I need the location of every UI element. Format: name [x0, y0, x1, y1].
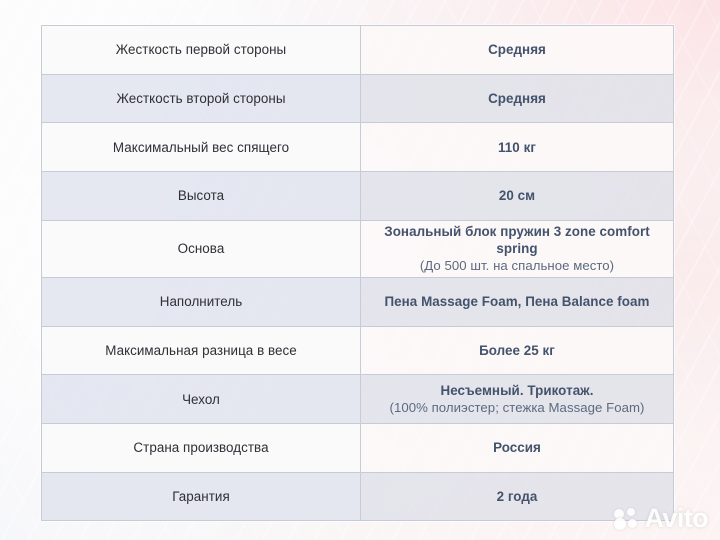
table-row: Жесткость первой стороны Средняя	[41, 25, 674, 75]
table-row: Основа Зональный блок пружин 3 zone comf…	[41, 219, 674, 278]
spec-value-note: (До 500 шт. на спальное место)	[419, 258, 615, 274]
table-row: Высота 20 см	[41, 171, 674, 221]
spec-label: Наполнитель	[41, 276, 361, 327]
spec-value-main: Россия	[493, 440, 541, 456]
spec-value-main: Пена Massage Foam, Пена Balance foam	[384, 294, 650, 310]
spec-value-main: 20 см	[498, 188, 536, 204]
specifications-table-body: Жесткость первой стороны Средняя Жесткос…	[41, 25, 674, 522]
spec-value: Зональный блок пружин 3 zone comfort spr…	[360, 219, 674, 278]
spec-label: Высота	[41, 171, 361, 221]
spec-label: Страна производства	[41, 423, 361, 473]
table-row: Страна производства Россия	[41, 423, 674, 473]
table-row: Наполнитель Пена Massage Foam, Пена Bala…	[41, 276, 674, 327]
spec-value-main: 2 года	[496, 488, 538, 504]
specifications-table: Жесткость первой стороны Средняя Жесткос…	[41, 25, 674, 522]
spec-value-main: Несъемный. Трикотаж.	[440, 382, 594, 398]
table-row: Гарантия 2 года	[41, 471, 674, 522]
spec-label: Чехол	[41, 374, 361, 425]
spec-value-main: Средняя	[488, 42, 546, 58]
table-row: Жесткость второй стороны Средняя	[41, 73, 674, 124]
table-row: Чехол Несъемный. Трикотаж. (100% полиэст…	[41, 374, 674, 425]
table-row: Максимальный вес спящего 110 кг	[41, 122, 674, 173]
spec-value: 110 кг	[360, 122, 674, 173]
spec-value: Средняя	[360, 25, 674, 75]
spec-value-main: Средняя	[488, 90, 546, 106]
spec-value: Россия	[360, 423, 674, 473]
spec-value: Более 25 кг	[360, 325, 674, 376]
spec-value: 20 см	[360, 171, 674, 221]
spec-label: Максимальная разница в весе	[41, 325, 361, 376]
spec-label: Максимальный вес спящего	[41, 122, 361, 173]
spec-value: 2 года	[360, 471, 674, 522]
spec-value-main: Зональный блок пружин 3 zone comfort spr…	[384, 223, 650, 256]
spec-value-main: Более 25 кг	[479, 342, 555, 358]
spec-label: Жесткость второй стороны	[41, 73, 361, 124]
spec-value-note: (100% полиэстер; стежка Massage Foam)	[389, 399, 645, 415]
spec-label: Жесткость первой стороны	[41, 25, 361, 75]
spec-value: Пена Massage Foam, Пена Balance foam	[360, 276, 674, 327]
spec-value-main: 110 кг	[498, 139, 536, 155]
spec-label: Гарантия	[41, 471, 361, 522]
spec-value: Средняя	[360, 73, 674, 124]
spec-value: Несъемный. Трикотаж. (100% полиэстер; ст…	[360, 374, 674, 425]
table-row: Максимальная разница в весе Более 25 кг	[41, 325, 674, 376]
spec-label: Основа	[41, 219, 361, 278]
